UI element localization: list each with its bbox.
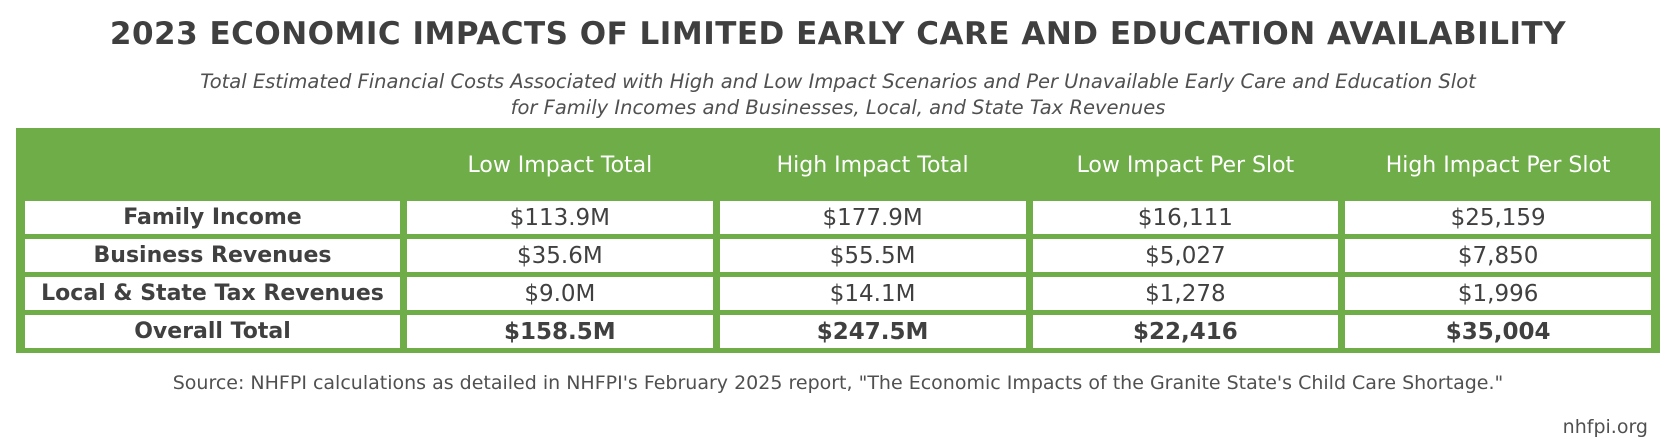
value-cell: $1,278 [1032, 277, 1339, 310]
value-cell: $9.0M [407, 277, 713, 310]
subtitle: Total Estimated Financial Costs Associat… [200, 70, 1476, 93]
source-note: Source: NHFPI calculations as detailed i… [172, 372, 1504, 394]
table-row: Local & State Tax Revenues $9.0M $14.1M $1,… [25, 277, 1651, 310]
value-cell: $5,027 [1032, 239, 1339, 272]
subtitle: for Family Incomes and Businesses, Local… [510, 96, 1166, 119]
value-cell: $158.5M [407, 315, 713, 348]
credit: nhfpi.org [1562, 416, 1648, 438]
table-row: Family Income $113.9M $177.9M $16,111 $25,15… [25, 201, 1651, 234]
table-row: Overall Total $158.5M $247.5M $22,416 $35,00… [25, 315, 1651, 348]
value-cell: $247.5M [719, 315, 1026, 348]
row-label: Business Revenues [25, 239, 400, 272]
value-cell: $177.9M [719, 201, 1026, 234]
impact-table: Low Impact Total High Impact Total Low Imp… [16, 128, 1660, 353]
value-cell: $35.6M [407, 239, 713, 272]
value-cell: $25,159 [1345, 201, 1651, 234]
value-cell: $7,850 [1345, 239, 1651, 272]
value-cell: $14.1M [719, 277, 1026, 310]
column-header: High Impact Per Slot [1385, 152, 1611, 178]
value-cell: $1,996 [1345, 277, 1651, 310]
column-header: Low Impact Total [467, 152, 653, 178]
corner-cell [25, 133, 400, 196]
column-header: High Impact Total [776, 152, 969, 178]
title: 2023 ECONOMIC IMPACTS OF LIMITED EARLY C… [109, 16, 1567, 52]
table-row: Business Revenues $35.6M $55.5M $5,027 $7,85… [25, 239, 1651, 272]
row-label: Family Income [25, 201, 400, 234]
value-cell: $55.5M [719, 239, 1026, 272]
value-cell: $113.9M [407, 201, 713, 234]
value-cell: $16,111 [1032, 201, 1339, 234]
row-label: Local & State Tax Revenues [25, 277, 400, 310]
header-row: Low Impact Total High Impact Total Low Imp… [25, 133, 1651, 196]
value-cell: $22,416 [1032, 315, 1339, 348]
row-label: Overall Total [25, 315, 400, 348]
value-cell: $35,004 [1345, 315, 1651, 348]
column-header: Low Impact Per Slot [1076, 152, 1295, 178]
